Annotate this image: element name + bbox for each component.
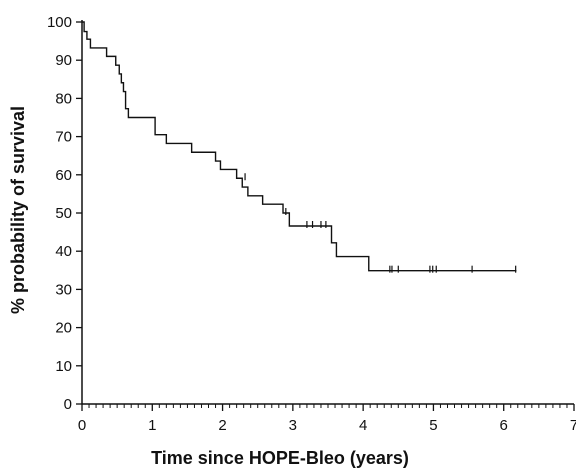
y-tick-label: 60 [55, 167, 72, 184]
y-tick-label: 0 [64, 396, 72, 413]
chart-axes [81, 20, 574, 405]
x-tick-label: 7 [570, 417, 576, 434]
x-axis-title: Time since HOPE-Bleo (years) [151, 448, 409, 468]
y-tick-label: 10 [55, 358, 72, 375]
x-tick-label: 6 [500, 417, 508, 434]
x-tick-label: 0 [78, 417, 86, 434]
y-axis-ticks: 0 10 20 30 40 50 60 70 80 90 100 [47, 14, 82, 413]
censor-marks [244, 173, 517, 273]
x-tick-label: 5 [429, 417, 437, 434]
x-tick-label: 2 [218, 417, 226, 434]
x-tick-label: 1 [148, 417, 156, 434]
y-tick-label: 20 [55, 320, 72, 337]
x-axis-minor-ticks [88, 404, 568, 408]
x-tick-label: 4 [359, 417, 367, 434]
y-tick-label: 90 [55, 52, 72, 69]
y-tick-label: 40 [55, 243, 72, 260]
y-axis-title: % probability of survival [8, 106, 28, 314]
survival-curve [82, 21, 517, 272]
y-tick-label: 80 [55, 90, 72, 107]
x-axis-ticks: 0 1 2 3 4 5 6 7 [78, 404, 576, 434]
y-tick-label: 30 [55, 281, 72, 298]
x-tick-label: 3 [289, 417, 297, 434]
y-tick-label: 70 [55, 129, 72, 146]
y-tick-label: 100 [47, 14, 72, 31]
y-tick-label: 50 [55, 205, 72, 222]
survival-curve-group [82, 21, 517, 272]
